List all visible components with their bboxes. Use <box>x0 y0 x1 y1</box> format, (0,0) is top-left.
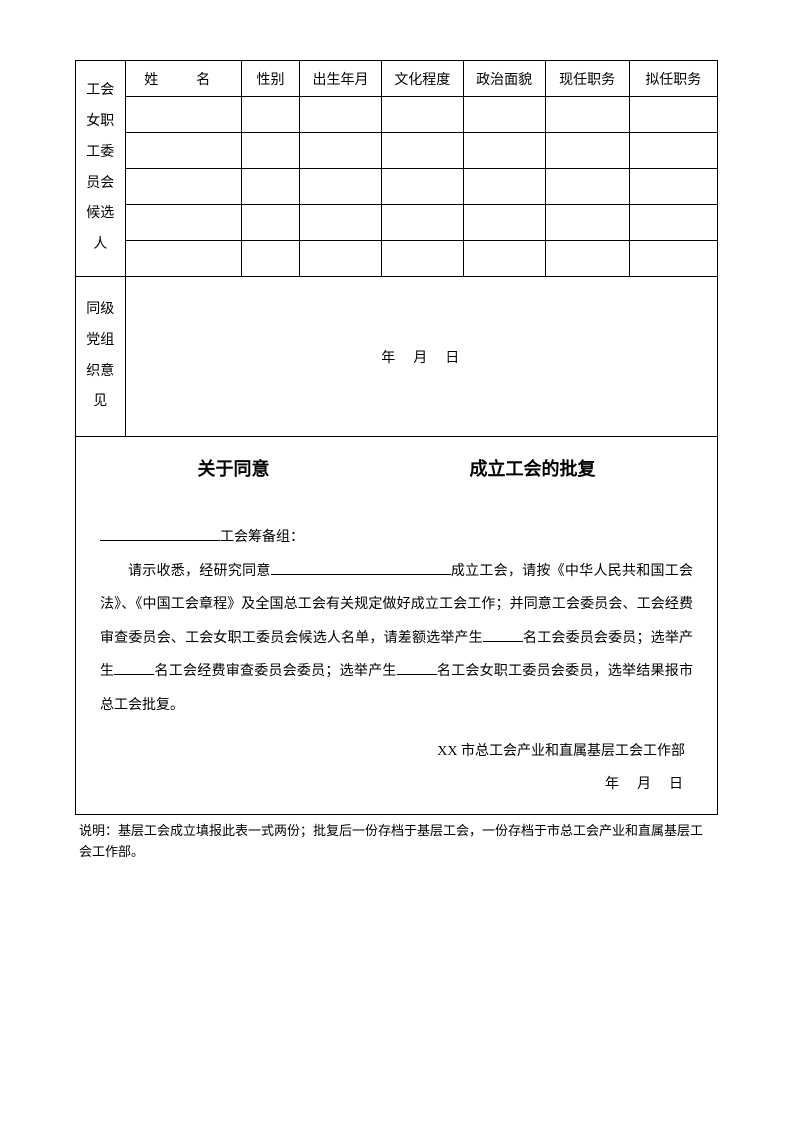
cell-name[interactable] <box>125 169 241 205</box>
table-header-row: 工会女职工委员会候选人 姓 名 性别 出生年月 文化程度 政治面貌 现任职务 拟… <box>76 61 718 97</box>
cell-political[interactable] <box>463 133 545 169</box>
cell-name[interactable] <box>125 241 241 277</box>
cell-birth[interactable] <box>300 97 382 133</box>
cell-current[interactable] <box>545 205 629 241</box>
reply-signature-block: XX 市总工会产业和直属基层工会工作部 年 月 日 <box>100 735 693 802</box>
addressee-suffix: 工会筹备组： <box>220 530 304 545</box>
cell-political[interactable] <box>463 97 545 133</box>
cell-birth[interactable] <box>300 133 382 169</box>
cell-current[interactable] <box>545 169 629 205</box>
table-row <box>76 97 718 133</box>
cell-current[interactable] <box>545 133 629 169</box>
cell-political[interactable] <box>463 205 545 241</box>
cell-gender[interactable] <box>241 241 299 277</box>
opinion-section-label: 同级党组织意见 <box>76 277 126 437</box>
header-name: 姓 名 <box>125 61 241 97</box>
opinion-date: 年 月 日 <box>381 351 461 366</box>
opinion-row: 同级党组织意见 年 月 日 <box>76 277 718 437</box>
cell-education[interactable] <box>381 205 463 241</box>
cell-gender[interactable] <box>241 133 299 169</box>
header-proposed-position: 拟任职务 <box>629 61 717 97</box>
cell-proposed[interactable] <box>629 169 717 205</box>
cell-birth[interactable] <box>300 241 382 277</box>
cell-education[interactable] <box>381 169 463 205</box>
audit-count-blank[interactable] <box>114 661 154 675</box>
cell-birth[interactable] <box>300 205 382 241</box>
cell-education[interactable] <box>381 133 463 169</box>
body-part4: 名工会经费审查委员会委员；选举产生 <box>154 664 396 679</box>
reply-paragraph: 请示收悉，经研究同意成立工会，请按《中华人民共和国工会法》、《中国工会章程》及全… <box>100 555 693 723</box>
cell-name[interactable] <box>125 133 241 169</box>
reply-title: 关于同意 成立工会的批复 <box>100 455 693 481</box>
cell-gender[interactable] <box>241 169 299 205</box>
header-education: 文化程度 <box>381 61 463 97</box>
cell-proposed[interactable] <box>629 97 717 133</box>
cell-gender[interactable] <box>241 205 299 241</box>
cell-birth[interactable] <box>300 169 382 205</box>
header-birth: 出生年月 <box>300 61 382 97</box>
cell-proposed[interactable] <box>629 133 717 169</box>
signature-org: XX 市总工会产业和直属基层工会工作部 <box>100 735 685 769</box>
cell-current[interactable] <box>545 97 629 133</box>
signature-date: 年 月 日 <box>100 768 685 802</box>
cell-name[interactable] <box>125 205 241 241</box>
opinion-content-cell[interactable]: 年 月 日 <box>125 277 717 437</box>
cell-gender[interactable] <box>241 97 299 133</box>
org-name-blank[interactable] <box>271 561 451 575</box>
reply-title-suffix: 成立工会的批复 <box>470 459 596 479</box>
body-part1: 请示收悉，经研究同意 <box>128 564 271 579</box>
cell-proposed[interactable] <box>629 241 717 277</box>
header-political: 政治面貌 <box>463 61 545 97</box>
cell-education[interactable] <box>381 97 463 133</box>
header-gender: 性别 <box>241 61 299 97</box>
committee-count-blank[interactable] <box>483 628 523 642</box>
addressee-blank[interactable] <box>100 527 220 541</box>
candidate-table: 工会女职工委员会候选人 姓 名 性别 出生年月 文化程度 政治面貌 现任职务 拟… <box>75 60 718 437</box>
cell-proposed[interactable] <box>629 205 717 241</box>
table-row <box>76 133 718 169</box>
reply-body: 工会筹备组： 请示收悉，经研究同意成立工会，请按《中华人民共和国工会法》、《中国… <box>100 521 693 802</box>
table-row <box>76 241 718 277</box>
reply-section: 关于同意 成立工会的批复 工会筹备组： 请示收悉，经研究同意成立工会，请按《中华人… <box>75 437 718 815</box>
footnote: 说明：基层工会成立填报此表一式两份；批复后一份存档于基层工会，一份存档于市总工会… <box>75 821 718 863</box>
reply-addressee-line: 工会筹备组： <box>100 521 693 555</box>
cell-current[interactable] <box>545 241 629 277</box>
table-row <box>76 169 718 205</box>
cell-political[interactable] <box>463 241 545 277</box>
cell-name[interactable] <box>125 97 241 133</box>
women-count-blank[interactable] <box>397 661 437 675</box>
cell-education[interactable] <box>381 241 463 277</box>
candidate-section-label: 工会女职工委员会候选人 <box>76 61 126 277</box>
reply-title-prefix: 关于同意 <box>198 459 270 479</box>
cell-political[interactable] <box>463 169 545 205</box>
table-row <box>76 205 718 241</box>
header-current-position: 现任职务 <box>545 61 629 97</box>
